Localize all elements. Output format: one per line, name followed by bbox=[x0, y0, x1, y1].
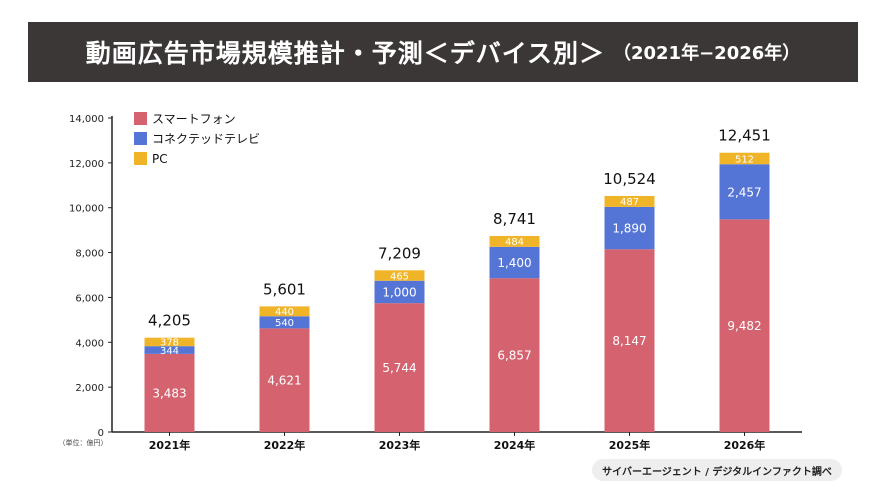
y-tick-label: 14,000 bbox=[69, 114, 104, 125]
x-tick-label: 2025年 bbox=[609, 438, 651, 452]
bar-segment bbox=[374, 303, 425, 432]
y-tick-label: 0 bbox=[98, 428, 104, 439]
bar-segment bbox=[144, 353, 195, 432]
bar-segment bbox=[719, 152, 770, 165]
bar-segment bbox=[489, 246, 540, 279]
legend-label: PC bbox=[152, 152, 168, 166]
bar-segment bbox=[144, 346, 195, 354]
bar-data-label: 1,890 bbox=[612, 222, 646, 236]
bar-data-label: 1,000 bbox=[382, 286, 416, 300]
bar-total-label: 5,601 bbox=[263, 280, 306, 298]
bar-data-label: 344 bbox=[160, 346, 179, 357]
legend-label: コネクテッドテレビ bbox=[152, 132, 260, 146]
bar-data-label: 465 bbox=[390, 271, 409, 282]
bar-total-label: 4,205 bbox=[148, 312, 191, 330]
source-credit: サイバーエージェント / デジタルインファクト調べ bbox=[592, 459, 842, 481]
bar-data-label: 512 bbox=[735, 154, 754, 165]
x-tick-label: 2026年 bbox=[724, 438, 766, 452]
y-tick-label: 2,000 bbox=[75, 383, 104, 394]
bar-data-label: 484 bbox=[505, 237, 524, 248]
y-tick-label: 8,000 bbox=[75, 249, 104, 260]
x-tick-label: 2024年 bbox=[494, 438, 536, 452]
bar-total-label: 7,209 bbox=[378, 244, 421, 262]
bar-data-label: 378 bbox=[160, 338, 179, 349]
bar-data-label: 540 bbox=[275, 318, 294, 329]
x-tick-label: 2021年 bbox=[149, 438, 191, 452]
legend-swatch bbox=[134, 152, 147, 165]
y-tick-label: 4,000 bbox=[75, 338, 104, 349]
bar-data-label: 8,147 bbox=[612, 334, 646, 348]
legend-swatch bbox=[134, 132, 147, 145]
chart-title: 動画広告市場規模推計・予測＜デバイス別＞ bbox=[85, 39, 605, 68]
bar-data-label: 4,621 bbox=[267, 374, 301, 388]
y-tick-label: 12,000 bbox=[69, 159, 104, 170]
bar-data-label: 3,483 bbox=[152, 387, 186, 401]
bar-total-label: 8,741 bbox=[493, 210, 536, 228]
bar-data-label: 487 bbox=[620, 197, 639, 208]
bar-data-label: 5,744 bbox=[382, 361, 416, 375]
chart-title-banner: 動画広告市場規模推計・予測＜デバイス別＞ （2021年−2026年） bbox=[28, 22, 858, 82]
legend-swatch bbox=[134, 112, 147, 125]
bar-segment bbox=[719, 164, 770, 220]
bar-segment bbox=[144, 337, 195, 347]
bar-segment bbox=[489, 278, 540, 432]
bar-segment bbox=[259, 306, 310, 317]
bar-total-label: 12,451 bbox=[718, 127, 771, 145]
bar-total-label: 10,524 bbox=[603, 170, 656, 188]
x-tick-label: 2023年 bbox=[379, 438, 421, 452]
bar-segment bbox=[489, 235, 540, 247]
bar-data-label: 2,457 bbox=[727, 185, 761, 199]
y-tick-label: 6,000 bbox=[75, 293, 104, 304]
x-tick-label: 2022年 bbox=[264, 438, 306, 452]
y-axis-unit-label: （単位：億円） bbox=[59, 438, 108, 447]
bar-data-label: 9,482 bbox=[727, 319, 761, 333]
y-tick-label: 10,000 bbox=[69, 204, 104, 215]
bar-segment bbox=[259, 316, 310, 329]
bar-data-label: 440 bbox=[275, 307, 294, 318]
bar-segment bbox=[604, 249, 655, 432]
bar-segment bbox=[374, 270, 425, 281]
bar-segment bbox=[374, 280, 425, 304]
bar-data-label: 1,400 bbox=[497, 256, 531, 270]
bar-segment bbox=[259, 328, 310, 432]
chart-date-range: （2021年−2026年） bbox=[612, 43, 801, 64]
bar-segment bbox=[719, 219, 770, 432]
bar-segment bbox=[604, 206, 655, 250]
legend-label: スマートフォン bbox=[152, 112, 236, 126]
bar-data-label: 6,857 bbox=[497, 349, 531, 363]
bar-segment bbox=[604, 195, 655, 207]
